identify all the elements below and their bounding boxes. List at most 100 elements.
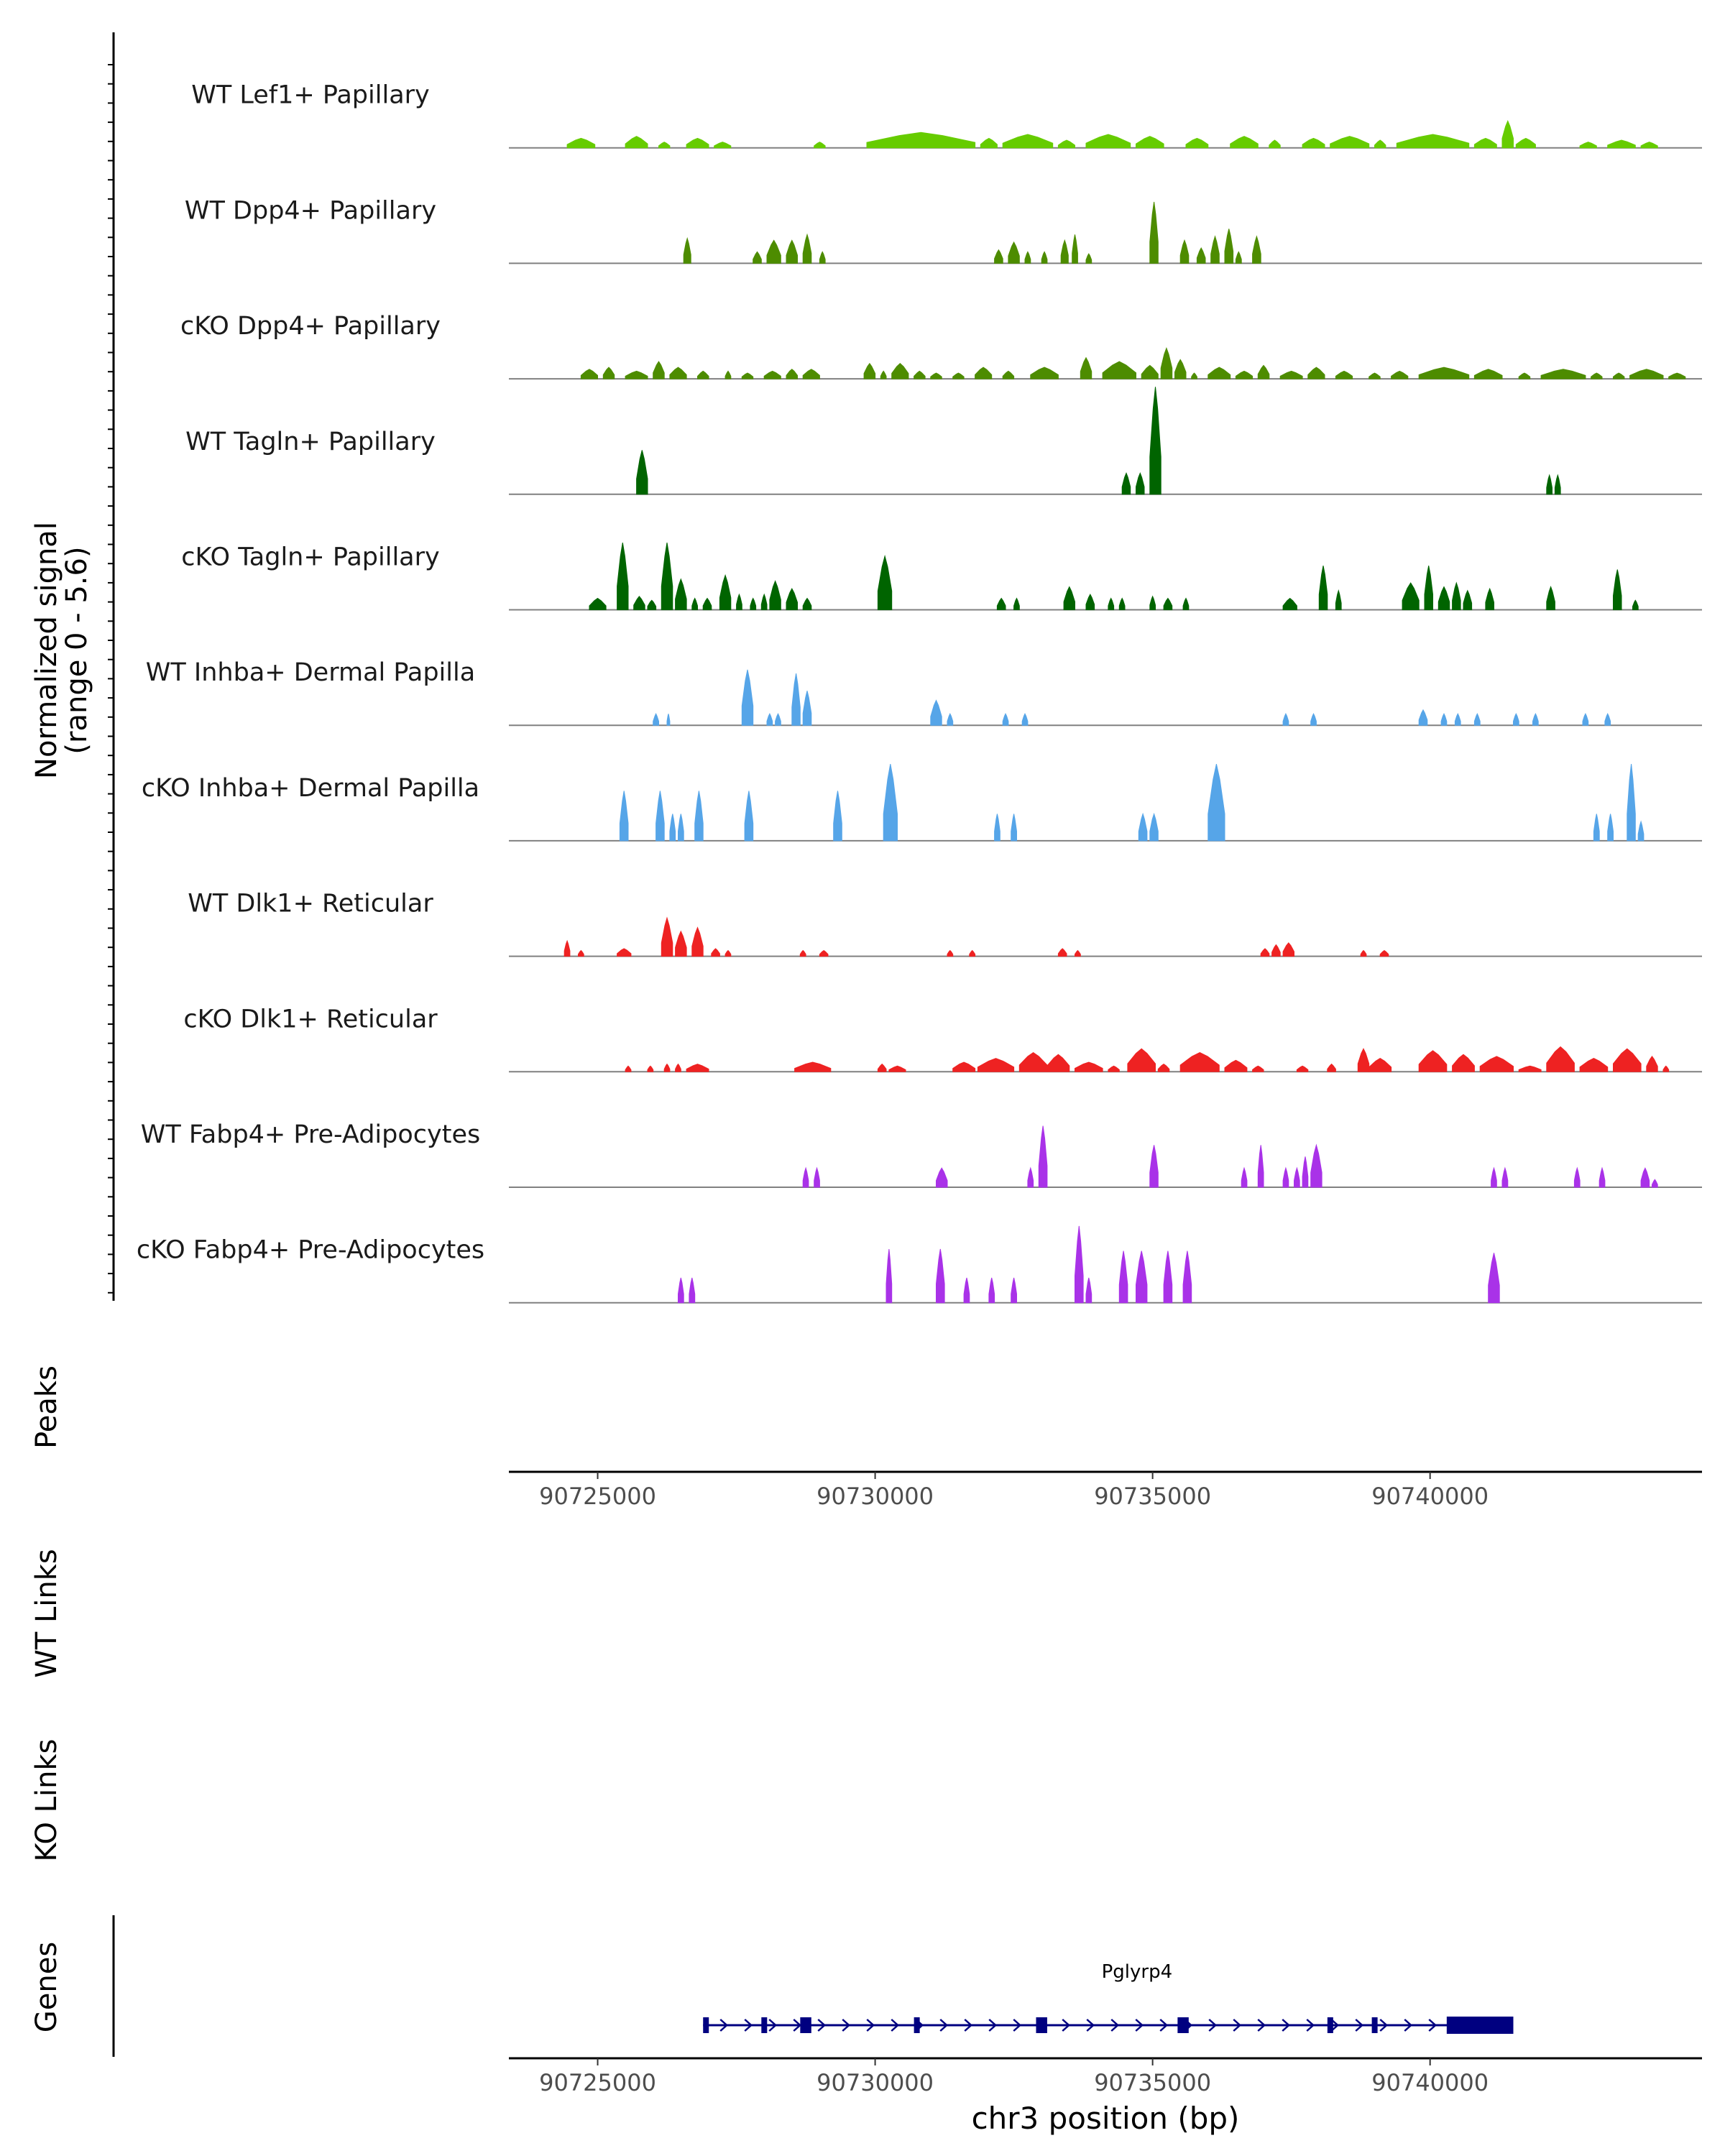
coverage-peak [1302, 1156, 1309, 1188]
coverage-peak [675, 578, 687, 610]
coverage-peak [1637, 820, 1644, 842]
coverage-peak [1075, 1225, 1084, 1304]
coverage-peak [1613, 569, 1622, 610]
coverage-peak [714, 142, 732, 149]
coverage-peak [1011, 1277, 1017, 1304]
coverage-peak [697, 370, 709, 379]
coverage-peak [1257, 1145, 1264, 1188]
coverage-peak [1210, 235, 1220, 264]
genes-track-label: Genes [30, 1942, 63, 2032]
coverage-peak [1368, 1058, 1392, 1072]
coverage-peak [1138, 812, 1148, 842]
x-tick-label: 90725000 [539, 1483, 656, 1510]
track-label: WT Lef1+ Papillary [191, 81, 430, 110]
coverage-peak [1296, 1065, 1309, 1072]
coverage-peak [1579, 1058, 1609, 1072]
coverage-peak [1208, 367, 1231, 379]
coverage-peak [1604, 713, 1611, 726]
coverage-peak [980, 137, 998, 149]
track-label: WT Fabp4+ Pre-Adipocytes [141, 1120, 480, 1149]
coverage-peak [653, 361, 665, 379]
coverage-peak [1141, 364, 1159, 379]
coverage-peak [678, 814, 684, 842]
ylabel-line-2: (range 0 - 5.6) [60, 546, 93, 754]
gene-name-label: Pglyrp4 [1102, 1961, 1173, 1983]
strand-arrow [1330, 2019, 1340, 2032]
coverage-peak [636, 450, 648, 495]
coverage-peak [1252, 235, 1261, 264]
coverage-peak [1108, 1065, 1120, 1072]
coverage-peak [1182, 1250, 1192, 1304]
coverage-peak [1149, 387, 1162, 495]
coverage-peak [1121, 472, 1131, 495]
x-tick-label: 90725000 [539, 2069, 656, 2096]
coverage-peak [1546, 474, 1552, 495]
coverage-peak [1136, 1250, 1148, 1304]
coverage-peak [625, 136, 648, 149]
coverage-peak [724, 370, 732, 379]
gene-exon [1177, 2017, 1189, 2033]
track-5: cKO Tagln+ Papillary [181, 543, 1702, 611]
coverage-peak [802, 691, 812, 726]
coverage-peak [791, 673, 801, 726]
track-label: cKO Tagln+ Papillary [181, 543, 440, 572]
strand-arrow [964, 2019, 973, 2032]
coverage-peak [1640, 142, 1658, 149]
gene-annotation: Pglyrp4 [703, 1961, 1514, 2034]
coverage-peak [1085, 134, 1131, 149]
coverage-peak [1391, 370, 1409, 379]
coverage-peak [753, 251, 762, 264]
coverage-peak [1640, 1167, 1650, 1188]
x-tick-label: 90730000 [816, 2069, 934, 2096]
strand-arrow [1355, 2019, 1364, 2032]
coverage-peak [1452, 1054, 1475, 1072]
coverage-peak [1310, 713, 1317, 726]
coverage-peak [969, 949, 976, 957]
coverage-peak [1579, 142, 1597, 149]
track-label: cKO Inhba+ Dermal Papilla [142, 774, 479, 803]
coverage-peak [763, 370, 781, 379]
strand-arrow [1282, 2019, 1291, 2032]
coverage-peak [1002, 370, 1015, 379]
coverage-peak [988, 1277, 995, 1304]
coverage-peak [1127, 1048, 1156, 1072]
track-6: WT Inhba+ Dermal Papilla [146, 658, 1702, 727]
coverage-peak [794, 1061, 832, 1072]
coverage-peak [702, 597, 712, 610]
coverage-peak [1235, 251, 1242, 264]
coverage-peak [617, 543, 629, 610]
coverage-peak [656, 791, 665, 842]
coverage-peak [1652, 1179, 1658, 1188]
coverage-peak [1269, 139, 1281, 149]
coverage-peak [1075, 1061, 1103, 1072]
coverage-peak [566, 137, 596, 149]
coverage-peak [1157, 1063, 1170, 1072]
coverage-peak [1163, 1250, 1173, 1304]
coverage-peak [1271, 944, 1281, 957]
strand-arrow [842, 2019, 851, 2032]
coverage-peak [819, 251, 826, 264]
coverage-peak [1002, 713, 1009, 726]
coverage-peak [936, 1248, 945, 1304]
coverage-peak [1335, 589, 1342, 610]
coverage-peak [880, 370, 887, 379]
strand-arrow [1135, 2019, 1144, 2032]
coverage-peak [888, 1065, 906, 1072]
coverage-peak [1662, 1065, 1670, 1072]
coverage-peak [1452, 581, 1461, 610]
strand-arrow [768, 2019, 778, 2032]
coverage-peak [1513, 713, 1519, 726]
coverage-peak [1396, 134, 1470, 149]
gene-exon [800, 2017, 811, 2033]
coverage-peak [1038, 1125, 1048, 1188]
coverage-peak [661, 543, 673, 610]
coverage-peak [819, 949, 829, 957]
coverage-peak [766, 713, 773, 726]
gene-exon [1446, 2017, 1514, 2034]
coverage-peak [691, 926, 704, 957]
coverage-peak [866, 132, 976, 149]
coverage-peak [1532, 713, 1539, 726]
coverage-peak [1235, 370, 1254, 379]
coverage-peak [724, 949, 732, 957]
coverage-peak [883, 764, 898, 842]
